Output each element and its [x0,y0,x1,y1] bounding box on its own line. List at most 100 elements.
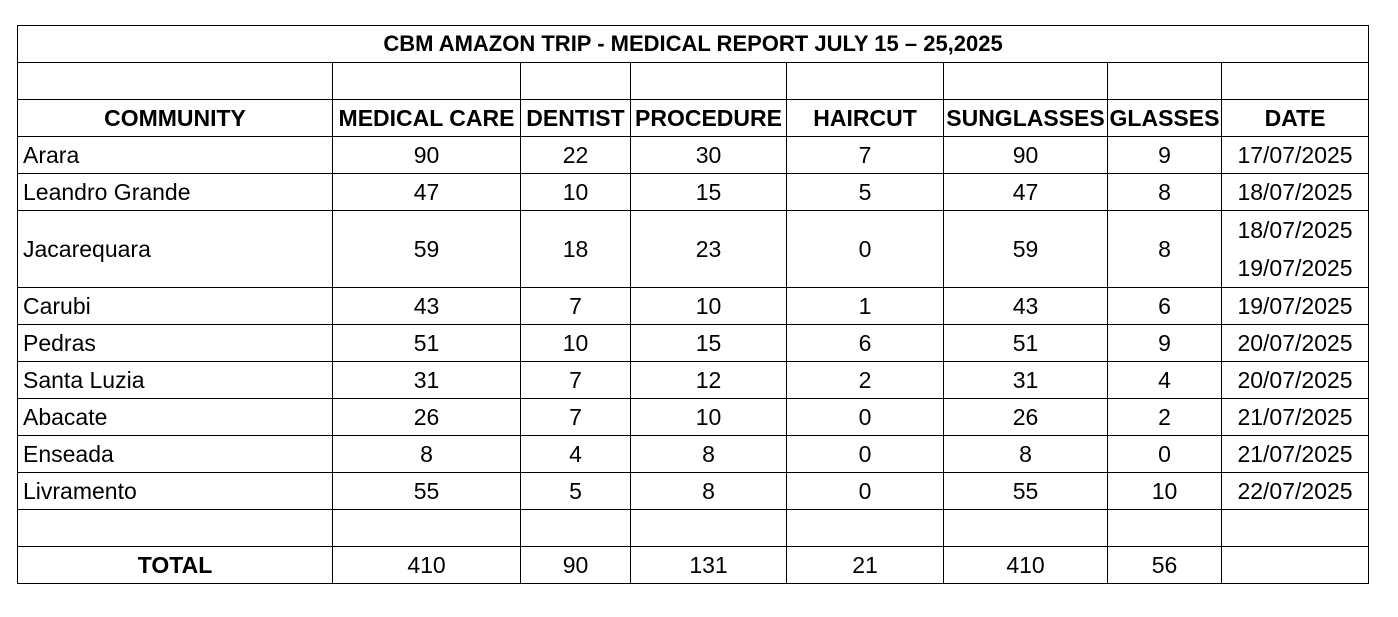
procedure-cell: 15 [630,173,787,211]
haircut-cell: 2 [786,361,944,399]
sunglasses-cell: 26 [943,398,1108,436]
community-cell: Jacarequara [17,210,333,288]
medical-care-cell: 47 [332,173,521,211]
date-value: 20/07/2025 [1237,367,1353,393]
blank-cell [1220,62,1370,100]
glasses-cell: 10 [1107,472,1222,510]
date-value: 18/07/2025 [1237,179,1353,205]
blank-cell [332,509,521,547]
total-sunglasses: 410 [943,546,1108,584]
column-header-date: DATE [1220,99,1370,137]
haircut-cell: 7 [786,136,944,174]
blank-row [17,62,1370,100]
haircut-cell: 0 [786,472,944,510]
total-haircut: 21 [786,546,944,584]
date-value: 20/07/2025 [1237,330,1353,356]
community-cell: Santa Luzia [17,361,333,399]
dentist-cell: 4 [520,435,631,473]
date-cell: 21/07/2025 [1220,398,1370,436]
column-header-sunglasses: SUNGLASSES [943,99,1108,137]
medical-care-cell: 31 [332,361,521,399]
date-cell: 21/07/2025 [1220,435,1370,473]
blank-cell [943,62,1108,100]
blank-cell [17,62,333,100]
community-cell: Livramento [17,472,333,510]
date-value: 19/07/2025 [1237,293,1353,319]
blank-cell [630,509,787,547]
haircut-cell: 0 [786,398,944,436]
table-row: Livramento 55 5 8 0 55 10 22/07/2025 [17,472,1370,510]
glasses-cell: 9 [1107,324,1222,362]
glasses-cell: 9 [1107,136,1222,174]
medical-report-table: CBM AMAZON TRIP - MEDICAL REPORT JULY 15… [16,25,1370,584]
sunglasses-cell: 59 [943,210,1108,288]
medical-care-cell: 26 [332,398,521,436]
community-cell: Leandro Grande [17,173,333,211]
blank-cell [630,62,787,100]
procedure-cell: 12 [630,361,787,399]
blank-cell [332,62,521,100]
blank-cell [786,509,944,547]
community-cell: Abacate [17,398,333,436]
blank-cell [1107,62,1222,100]
blank-cell [520,509,631,547]
sunglasses-cell: 43 [943,287,1108,325]
medical-care-cell: 55 [332,472,521,510]
blank-cell [17,509,333,547]
blank-cell [1220,509,1370,547]
dentist-cell: 7 [520,398,631,436]
table-row: Arara 90 22 30 7 90 9 17/07/2025 [17,136,1370,174]
total-glasses: 56 [1107,546,1222,584]
date-cell: 20/07/2025 [1220,361,1370,399]
table-row: Jacarequara 59 18 23 0 59 8 18/07/2025 19/07/202… [17,210,1370,288]
medical-care-cell: 90 [332,136,521,174]
procedure-cell: 10 [630,287,787,325]
table-row: Pedras 51 10 15 6 51 9 20/07/2025 [17,324,1370,362]
sunglasses-cell: 55 [943,472,1108,510]
community-cell: Carubi [17,287,333,325]
date-cell: 18/07/2025 [1220,173,1370,211]
table-row: Leandro Grande 47 10 15 5 47 8 18/07/2025 [17,173,1370,211]
total-row: TOTAL 410 90 131 21 410 56 [17,546,1370,584]
date-cell: 20/07/2025 [1220,324,1370,362]
column-header-medical-care: MEDICAL CARE [332,99,521,137]
blank-cell [1107,509,1222,547]
procedure-cell: 15 [630,324,787,362]
haircut-cell: 0 [786,435,944,473]
community-cell: Enseada [17,435,333,473]
glasses-cell: 0 [1107,435,1222,473]
column-header-dentist: DENTIST [520,99,631,137]
blank-cell [786,62,944,100]
column-header-procedure: PROCEDURE [630,99,787,137]
table-row: Enseada 8 4 8 0 8 0 21/07/2025 [17,435,1370,473]
haircut-cell: 6 [786,324,944,362]
table-row: Carubi 43 7 10 1 43 6 19/07/2025 [17,287,1370,325]
glasses-cell: 8 [1107,173,1222,211]
sunglasses-cell: 51 [943,324,1108,362]
table-row: Santa Luzia 31 7 12 2 31 4 20/07/2025 [17,361,1370,399]
glasses-cell: 4 [1107,361,1222,399]
sunglasses-cell: 8 [943,435,1108,473]
date-value: 19/07/2025 [1237,255,1353,281]
total-dentist: 90 [520,546,631,584]
date-value: 22/07/2025 [1237,478,1353,504]
total-procedure: 131 [630,546,787,584]
medical-care-cell: 8 [332,435,521,473]
report-title: CBM AMAZON TRIP - MEDICAL REPORT JULY 15… [16,25,1370,63]
dentist-cell: 7 [520,361,631,399]
procedure-cell: 30 [630,136,787,174]
column-header-haircut: HAIRCUT [786,99,944,137]
total-date [1220,546,1370,584]
sunglasses-cell: 31 [943,361,1108,399]
glasses-cell: 6 [1107,287,1222,325]
dentist-cell: 10 [520,173,631,211]
date-cell: 22/07/2025 [1220,472,1370,510]
haircut-cell: 1 [786,287,944,325]
title-row: CBM AMAZON TRIP - MEDICAL REPORT JULY 15… [16,25,1370,63]
dentist-cell: 5 [520,472,631,510]
haircut-cell: 0 [786,210,944,288]
dentist-cell: 7 [520,287,631,325]
sunglasses-cell: 47 [943,173,1108,211]
column-header-community: COMMUNITY [17,99,333,137]
sunglasses-cell: 90 [943,136,1108,174]
